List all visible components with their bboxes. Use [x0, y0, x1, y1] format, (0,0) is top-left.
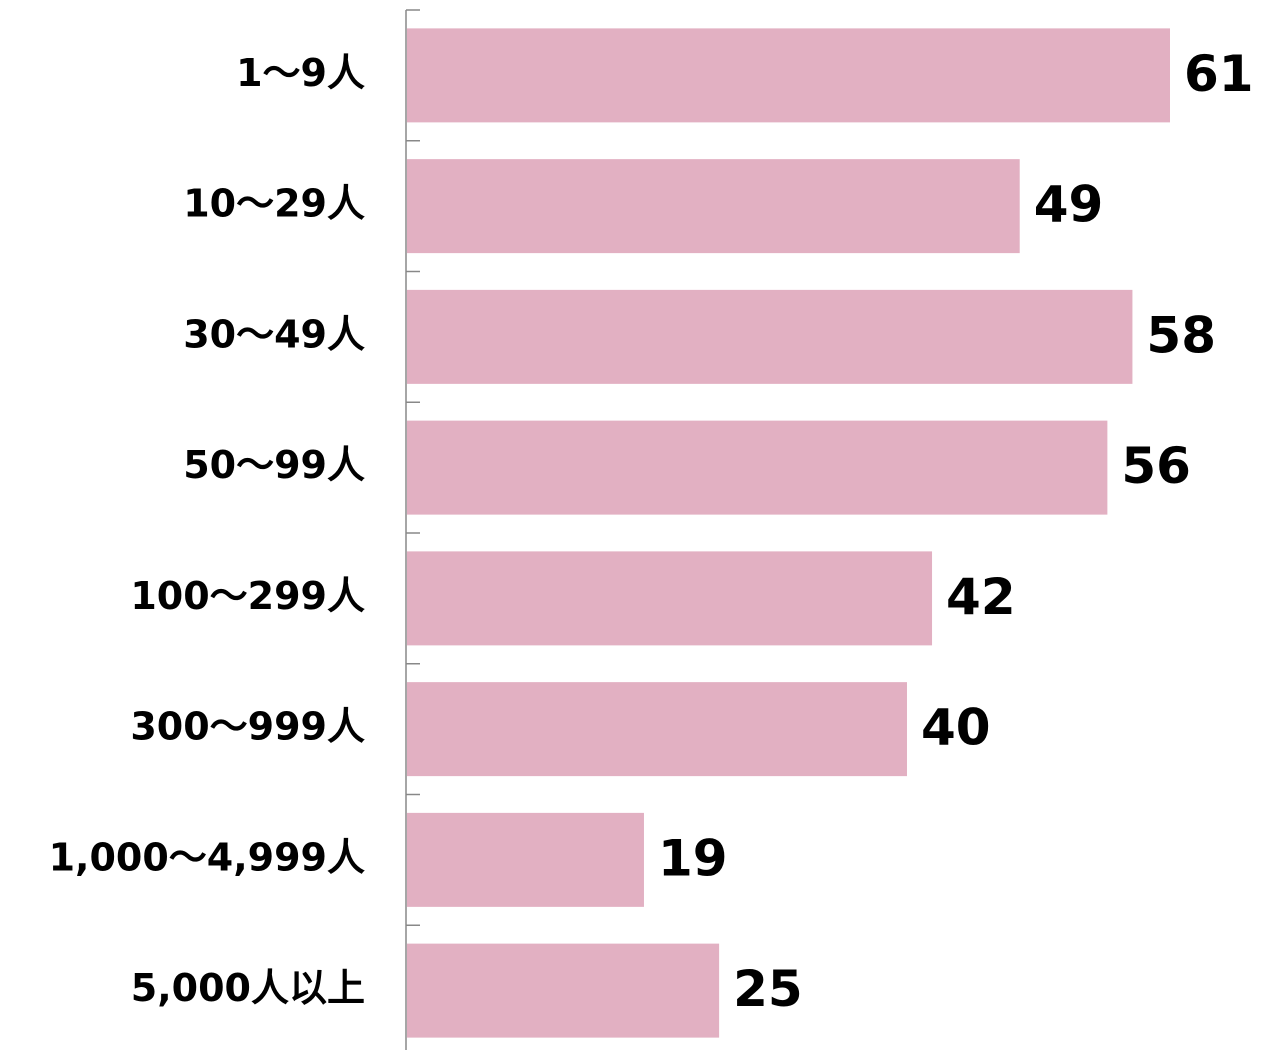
category-label: 300～999人: [130, 705, 365, 749]
bar: [407, 551, 933, 646]
value-label: 25: [733, 960, 803, 1018]
category-label: 100～299人: [130, 574, 365, 618]
value-label: 40: [921, 699, 991, 757]
value-label: 61: [1184, 45, 1254, 103]
bar: [407, 289, 1133, 384]
bar: [407, 159, 1020, 254]
value-label: 58: [1146, 306, 1216, 364]
bar: [407, 812, 644, 907]
category-label: 10～29人: [183, 182, 365, 226]
value-label: 56: [1121, 437, 1191, 495]
category-label: 1,000～4,999人: [49, 835, 365, 879]
bar: [407, 420, 1108, 515]
bar: [407, 682, 907, 777]
category-label: 30～49人: [183, 312, 365, 356]
value-label: 49: [1034, 176, 1104, 234]
bar: [407, 28, 1170, 123]
category-label: 50～99人: [183, 443, 365, 487]
category-label: 1～9人: [236, 51, 365, 95]
category-label: 5,000人以上: [131, 966, 365, 1010]
value-label: 42: [946, 568, 1016, 626]
value-label: 19: [658, 829, 728, 887]
bar: [407, 943, 720, 1038]
